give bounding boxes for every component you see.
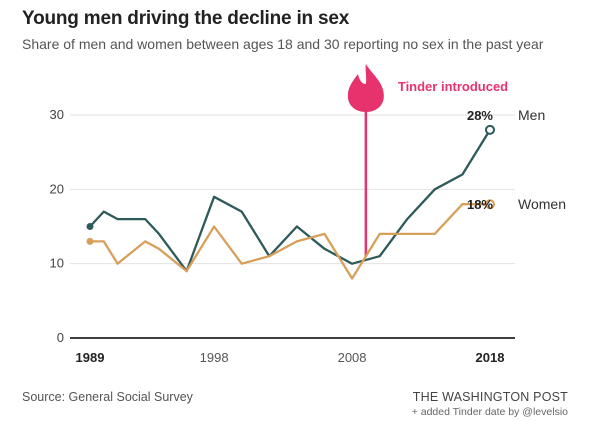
tinder-annotation-label: Tinder introduced xyxy=(398,79,508,94)
tinder-flame-icon xyxy=(347,64,384,112)
y-tick-labels: 0 10 20 30 xyxy=(50,107,64,345)
y-tick-label-30: 30 xyxy=(50,107,64,122)
men-end-point xyxy=(485,124,495,135)
men-end-value-label: 28% xyxy=(467,108,493,123)
y-tick-label-10: 10 xyxy=(50,256,64,271)
women-series-line xyxy=(90,203,490,280)
publisher-logo-text: THE WASHINGTON POST xyxy=(412,390,568,404)
source-note: Source: General Social Survey xyxy=(22,390,193,404)
series-lines xyxy=(86,124,495,280)
x-tick-label-2008: 2008 xyxy=(338,350,367,365)
y-tick-label-20: 20 xyxy=(50,181,64,196)
men-series-name-label: Men xyxy=(518,107,545,123)
x-tick-label-1989: 1989 xyxy=(76,350,105,365)
series-labels: 28% Men 18% Women xyxy=(467,107,566,212)
women-end-value-label: 18% xyxy=(467,197,493,212)
men-series-line xyxy=(89,129,491,273)
chart-subtitle: Share of men and women between ages 18 a… xyxy=(22,36,544,52)
women-start-point xyxy=(86,237,94,245)
y-tick-label-0: 0 xyxy=(57,330,64,345)
grid-lines xyxy=(70,114,515,339)
women-series-name-label: Women xyxy=(518,196,566,212)
x-tick-label-1998: 1998 xyxy=(200,350,229,365)
credit-note: + added Tinder date by @levelsio xyxy=(411,406,568,418)
tinder-annotation: Tinder introduced xyxy=(347,64,508,257)
x-tick-labels: 1989 1998 2008 2018 xyxy=(76,350,505,365)
x-tick-label-2018: 2018 xyxy=(476,350,505,365)
women-end-point xyxy=(485,199,495,210)
men-start-point xyxy=(86,223,94,230)
chart-title: Young men driving the decline in sex xyxy=(22,8,350,29)
